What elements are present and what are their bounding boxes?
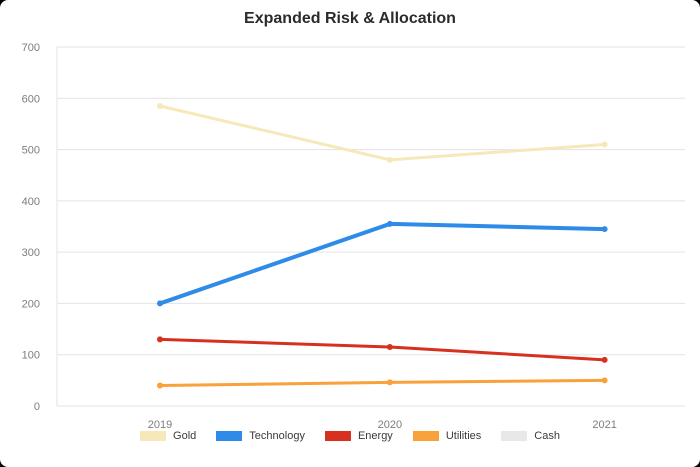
- series-line: [157, 221, 607, 306]
- chart-legend: Gold Technology Energy Utilities Cash: [0, 430, 700, 442]
- data-point: [156, 300, 163, 307]
- legend-label: Technology: [249, 430, 305, 442]
- y-tick-label: 400: [22, 196, 40, 208]
- y-tick-label: 200: [22, 298, 40, 310]
- legend-swatch: [140, 431, 167, 441]
- data-point: [601, 377, 608, 384]
- x-tick-label: 2021: [592, 419, 616, 430]
- series-line: [158, 378, 607, 387]
- legend-item[interactable]: Utilities: [412, 430, 482, 442]
- legend-label: Energy: [357, 430, 393, 442]
- y-tick-label: 300: [22, 247, 40, 259]
- legend-item[interactable]: Gold: [140, 430, 196, 442]
- y-tick-label: 500: [22, 145, 40, 157]
- x-tick-label: 2020: [378, 419, 402, 430]
- legend-swatch: [216, 431, 243, 441]
- legend-item[interactable]: Energy: [324, 430, 393, 442]
- legend-label: Gold: [173, 430, 197, 442]
- legend-swatch: [501, 431, 528, 441]
- data-point: [386, 379, 393, 386]
- data-point: [601, 356, 608, 363]
- data-point: [601, 141, 608, 148]
- y-tick-label: 600: [22, 93, 40, 105]
- data-point: [156, 336, 163, 343]
- legend-label: Cash: [534, 430, 560, 442]
- series-line: [158, 337, 607, 362]
- legend-item[interactable]: Technology: [216, 430, 305, 442]
- chart-title: Expanded Risk & Allocation: [244, 10, 456, 27]
- y-tick-label: 100: [22, 350, 40, 362]
- data-point: [386, 220, 393, 227]
- series-line: [158, 104, 607, 162]
- legend-item[interactable]: Cash: [501, 430, 560, 442]
- y-tick-label: 700: [22, 42, 40, 54]
- x-tick-label: 2019: [148, 419, 172, 430]
- data-point: [601, 226, 608, 233]
- legend-swatch: [324, 431, 351, 441]
- plot-area: 0 100 200 300 400 500 600 700 2019 2020 2021: [22, 42, 685, 431]
- legend-swatch: [412, 431, 439, 441]
- y-tick-label: 0: [34, 401, 40, 413]
- legend-label: Utilities: [445, 430, 482, 442]
- data-point: [386, 344, 393, 351]
- data-point: [156, 102, 163, 109]
- data-point: [386, 156, 393, 163]
- data-point: [156, 382, 163, 389]
